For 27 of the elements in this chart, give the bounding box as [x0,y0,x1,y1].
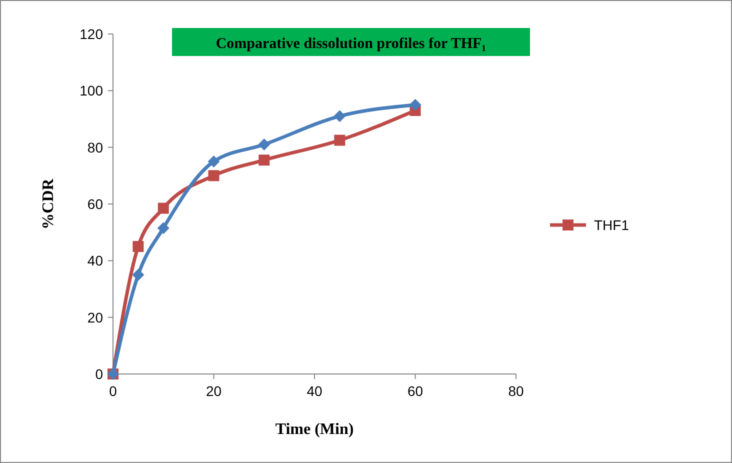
point [208,156,220,168]
y-tick-label: 20 [87,309,104,326]
point [258,138,270,150]
y-tick-label: 60 [87,196,104,212]
point [158,202,169,214]
point [208,170,220,182]
legend-label: THF1 [594,217,630,233]
y-axis-title: %CDR [40,178,57,230]
y-tick-label: 100 [80,82,104,99]
point [258,154,270,166]
x-tick-label: 80 [508,383,524,399]
point [334,110,346,122]
point [334,134,346,146]
x-tick-label: 40 [306,383,322,399]
x-tick-label: 0 [109,383,118,399]
chart-title: Comparative dissolution profiles for THF₁ [216,36,486,52]
y-tick-label: 120 [80,26,104,42]
point [409,98,422,111]
point [132,241,144,252]
y-tick-label: 80 [87,139,104,156]
point [132,268,144,281]
point [157,222,170,234]
y-tick-label: 40 [87,252,104,269]
x-axis-title: Time (Min) [275,421,354,438]
x-tick-label: 20 [206,383,222,399]
y-tick-label: 0 [95,366,104,382]
x-tick-label: 60 [407,383,424,399]
